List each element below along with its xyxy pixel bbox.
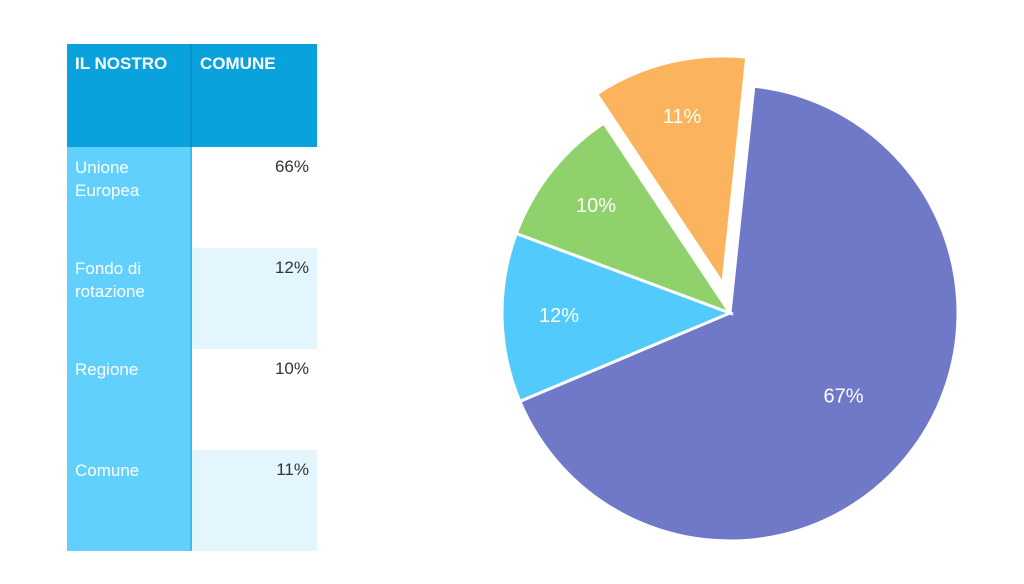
pie-slice [594,54,749,289]
pie-slice [517,84,960,543]
table-row: Fondo di rotazione 12% [67,248,317,349]
funding-table: IL NOSTRO COMUNE Unione Europea 66% Fond… [67,44,317,551]
header-cell-2: COMUNE [200,54,276,73]
row-label: Regione [67,349,192,450]
row-value: 66% [192,147,317,248]
pie-slice [500,231,735,404]
row-value: 11% [192,450,317,551]
table-row: Comune 11% [67,450,317,551]
row-label: Unione Europea [67,147,192,248]
header-cell-1: IL NOSTRO [67,44,192,147]
table-header: IL NOSTRO COMUNE [67,44,317,147]
pie-slice [514,121,734,317]
row-label: Fondo di rotazione [67,248,192,349]
table-row: Regione 10% [67,349,317,450]
slice-label: 10% [576,195,616,217]
table-row: Unione Europea 66% [67,147,317,248]
slice-label: 11% [663,106,702,128]
row-value: 12% [192,248,317,349]
row-label: Comune [67,450,192,551]
row-value: 10% [192,349,317,450]
slice-label: 12% [539,305,579,327]
slice-label: 67% [823,386,863,408]
